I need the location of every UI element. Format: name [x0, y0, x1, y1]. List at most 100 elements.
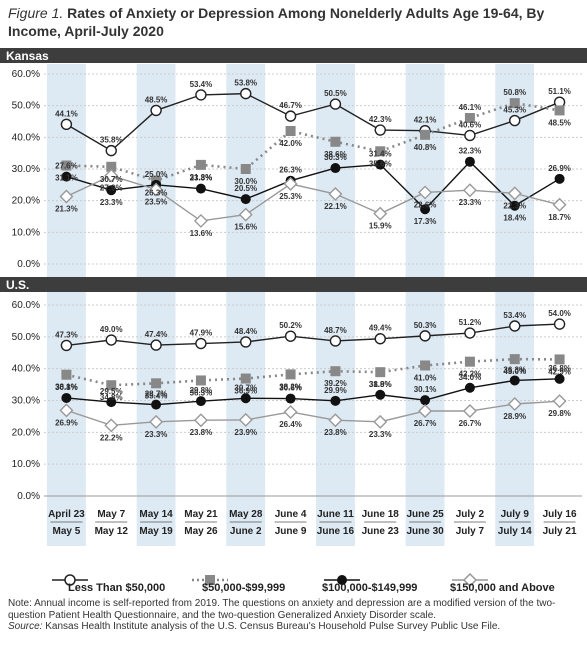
y-tick-label: 20.0%: [12, 427, 40, 438]
data-label: 36.8%: [548, 364, 571, 373]
data-point: [374, 333, 386, 345]
y-tick-label: 30.0%: [12, 396, 40, 407]
data-label: 34.0%: [459, 373, 482, 382]
data-point: [284, 110, 297, 122]
x-tick-label: June 16: [317, 526, 355, 537]
footnote: Note: Annual income is self-reported fro…: [8, 598, 583, 633]
data-label: 53.4%: [190, 80, 213, 89]
data-point: [554, 354, 565, 365]
data-point: [61, 160, 72, 171]
data-label: 50.5%: [324, 89, 347, 98]
y-tick-label: 10.0%: [12, 227, 40, 238]
data-label: 27.6%: [55, 162, 78, 171]
series-line-1: [66, 92, 560, 152]
data-point: [329, 335, 342, 347]
data-label: 18.7%: [548, 213, 571, 222]
data-label: 26.4%: [279, 420, 302, 429]
data-label: 47.9%: [190, 329, 213, 338]
data-point: [238, 412, 253, 427]
data-point: [193, 213, 208, 228]
legend-label: $150,000 and Above: [450, 582, 555, 594]
data-point: [509, 320, 521, 332]
data-label: 23.3%: [369, 430, 392, 439]
panel-header-bar: [0, 277, 587, 292]
data-point: [151, 378, 162, 389]
x-tick-label: May 28: [229, 509, 263, 520]
y-tick-label: 50.0%: [12, 101, 40, 112]
data-label: 44.1%: [55, 109, 78, 118]
data-point: [150, 339, 162, 351]
data-label: 46.7%: [279, 101, 302, 110]
data-label: 38.9%: [369, 380, 392, 389]
data-label: 30.8%: [55, 383, 78, 392]
data-point: [464, 113, 475, 124]
data-point: [195, 337, 207, 350]
data-label: 29.9%: [324, 386, 347, 395]
data-label: 27.9%: [100, 184, 123, 193]
x-tick-label: June 30: [406, 526, 444, 537]
data-label: 31.1%: [55, 174, 78, 183]
data-point: [195, 159, 206, 170]
x-tick-label: April 23: [48, 509, 85, 520]
data-point: [330, 366, 341, 377]
data-label: 40.6%: [459, 120, 482, 129]
data-label: 39.2%: [324, 379, 347, 388]
data-point: [375, 367, 386, 378]
data-point: [552, 394, 567, 409]
data-point: [59, 403, 74, 418]
y-tick-label: 0.0%: [17, 259, 40, 270]
data-point: [418, 404, 433, 418]
data-label: 53.4%: [503, 311, 526, 320]
series-line-4: [66, 400, 560, 427]
data-point: [509, 114, 521, 127]
data-point: [554, 373, 565, 384]
y-tick-label: 60.0%: [12, 69, 40, 80]
data-label: 28.9%: [503, 412, 526, 421]
data-label: 15.6%: [234, 223, 257, 232]
x-tick-label: June 9: [275, 526, 307, 537]
legend-label: $50,000-$99,999: [202, 582, 286, 594]
data-point: [507, 186, 522, 201]
legend-label: $100,000-$149,999: [322, 582, 418, 594]
data-label: 36.3%: [503, 365, 526, 374]
chart-title: Figure 1. Rates of Anxiety or Depression…: [8, 4, 578, 40]
data-point: [464, 356, 475, 367]
data-label: 22.6%: [414, 200, 437, 209]
data-point: [373, 414, 388, 429]
data-label: 50.8%: [503, 88, 526, 97]
data-label: 29.5%: [100, 387, 123, 396]
data-label: 47.4%: [145, 330, 168, 339]
x-tick-label: June 4: [275, 509, 307, 520]
legend-marker-open-circle-icon: [52, 574, 88, 586]
data-label: 22.2%: [100, 433, 123, 442]
data-label: 35.8%: [100, 136, 123, 145]
data-label: 48.5%: [548, 118, 571, 127]
data-label: 22.3%: [503, 201, 526, 210]
data-label: 26.7%: [414, 419, 437, 428]
data-label: 41.0%: [414, 373, 437, 382]
data-label: 13.6%: [190, 229, 213, 238]
data-point: [509, 354, 520, 365]
data-label: 38.2%: [279, 382, 302, 391]
y-tick-label: 0.0%: [17, 491, 40, 502]
data-label: 15.9%: [369, 222, 392, 231]
figure-title-text: Rates of Anxiety or Depression Among Non…: [8, 5, 545, 39]
x-tick-label: July 21: [543, 526, 577, 537]
data-point: [464, 382, 475, 393]
data-point: [149, 414, 164, 429]
data-point: [330, 395, 341, 406]
data-point: [509, 200, 520, 211]
data-label: 54.0%: [548, 309, 571, 318]
data-point: [328, 187, 343, 202]
x-tick-label: May 21: [184, 509, 218, 520]
series-line-4: [66, 174, 560, 222]
x-tick-label: June 2: [230, 526, 262, 537]
data-label: 51.1%: [548, 87, 571, 96]
data-point: [464, 327, 476, 339]
data-point: [330, 136, 341, 147]
y-tick-label: 40.0%: [12, 132, 40, 143]
data-label: 23.8%: [324, 428, 347, 437]
x-tick-label: May 26: [184, 526, 218, 537]
data-label: 35.4%: [145, 391, 168, 400]
note-text: Note: Annual income is self-reported fro…: [8, 598, 556, 621]
